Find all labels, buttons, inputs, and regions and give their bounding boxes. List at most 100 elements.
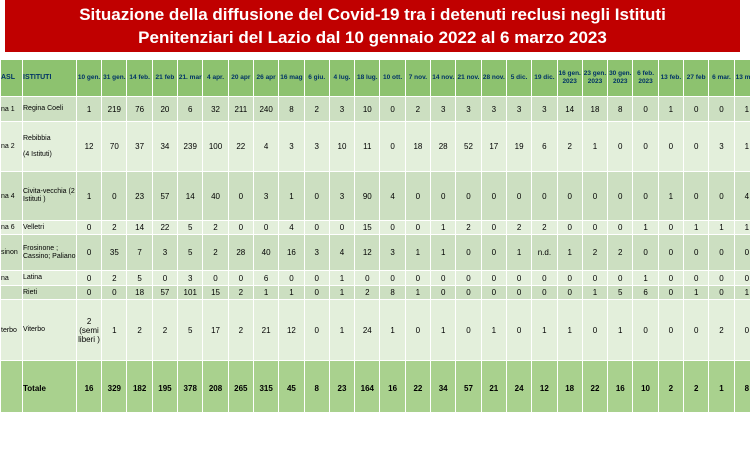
- total-value: 182: [126, 360, 153, 412]
- title-line-2: Penitenziari del Lazio dal 10 gennaio 20…: [138, 28, 607, 47]
- header-date: 6 giu.: [303, 59, 330, 97]
- cell-value: 23: [126, 171, 153, 221]
- cell-value: 0: [657, 285, 685, 300]
- header-date: 5 dic.: [505, 59, 533, 97]
- cell-value: 1: [733, 285, 750, 300]
- cell-value: 0: [657, 121, 685, 172]
- cell-value: 0: [733, 234, 750, 271]
- table-row: na 4 Civita-vecchia (2 Istituti ) 1 0 23 57 14…: [0, 171, 750, 221]
- cell-value: 0: [404, 299, 432, 361]
- cell-value: 1: [278, 171, 305, 221]
- header-date: 4 lug.: [328, 59, 356, 97]
- header-date: 27 feb: [683, 59, 710, 97]
- cell-value: 3: [505, 96, 533, 122]
- cell-value: 12: [278, 299, 305, 361]
- cell-value: 4: [328, 234, 356, 271]
- cell-value: 22: [227, 121, 254, 172]
- cell-value: 14: [126, 220, 153, 235]
- cell-value: 2: [227, 299, 254, 361]
- header-date: 26 apr: [252, 59, 280, 97]
- total-value: 16: [75, 360, 103, 412]
- cell-value: 0: [379, 121, 406, 172]
- cell-value: 1: [657, 171, 685, 221]
- cell-value: 5: [177, 234, 204, 271]
- cell-value: 18: [581, 96, 609, 122]
- total-value: 45: [278, 360, 305, 412]
- cell-value: 0: [455, 234, 482, 271]
- cell-value: 0: [708, 171, 735, 221]
- cell-value: 0: [303, 171, 330, 221]
- cell-value: 0: [303, 270, 330, 286]
- header-date: 18 lug.: [354, 59, 381, 97]
- cell-value: 3: [455, 96, 482, 122]
- cell-value: 6: [177, 96, 204, 122]
- cell-value: 10: [354, 96, 381, 122]
- cell-value: 6: [632, 285, 659, 300]
- cell-value: 2: [708, 299, 735, 361]
- cell-value: 2: [126, 299, 153, 361]
- cell-value: 0: [531, 270, 558, 286]
- cell-value: 40: [202, 171, 229, 221]
- cell-value: 10: [328, 121, 356, 172]
- header-date: 14 feb.: [126, 59, 153, 97]
- cell-value: 3: [252, 171, 280, 221]
- header-date: 6 mar.: [708, 59, 735, 97]
- cell-value: 0: [683, 96, 710, 122]
- cell-value: 12: [354, 234, 381, 271]
- cell-value: 0: [683, 121, 710, 172]
- cell-value: 3: [708, 121, 735, 172]
- cell-value: 1: [733, 220, 750, 235]
- cell-value: 1: [430, 299, 457, 361]
- cell-value: 0: [303, 299, 330, 361]
- cell-asl: na 6: [0, 220, 23, 235]
- cell-value: 1: [556, 234, 583, 271]
- cell-value: 2: [101, 270, 128, 286]
- cell-value: 0: [252, 220, 280, 235]
- cell-value: 37: [126, 121, 153, 172]
- cell-value: 0: [556, 285, 583, 300]
- header-date: 6 feb. 2023: [632, 59, 659, 97]
- header-date: 31 gen.: [101, 59, 128, 97]
- cell-value: 1: [556, 299, 583, 361]
- cell-value: 2: [303, 96, 330, 122]
- cell-value: 1: [531, 299, 558, 361]
- cell-value: 0: [556, 220, 583, 235]
- cell-value: 0: [733, 299, 750, 361]
- cell-value: 1: [683, 285, 710, 300]
- cell-value: 101: [177, 285, 204, 300]
- cell-value: 0: [657, 299, 685, 361]
- cell-value: 0: [151, 270, 179, 286]
- cell-value: 3: [328, 171, 356, 221]
- cell-value: 11: [354, 121, 381, 172]
- total-value: 57: [455, 360, 482, 412]
- cell-value: 15: [202, 285, 229, 300]
- cell-value: 3: [303, 234, 330, 271]
- cell-value: 57: [151, 285, 179, 300]
- total-value: 16: [379, 360, 406, 412]
- cell-value: 1: [480, 299, 507, 361]
- cell-value: 70: [101, 121, 128, 172]
- cell-value: 4: [733, 171, 750, 221]
- cell-value: 6: [531, 121, 558, 172]
- cell-value: 0: [455, 270, 482, 286]
- cell-value: 0: [303, 220, 330, 235]
- cell-asl: [0, 360, 23, 412]
- cell-value: 239: [177, 121, 204, 172]
- cell-value: 15: [354, 220, 381, 235]
- cell-value: 0: [505, 299, 533, 361]
- cell-value: 0: [227, 270, 254, 286]
- cell-value: 0: [581, 299, 609, 361]
- cell-value: 0: [505, 270, 533, 286]
- cell-value: 0: [505, 285, 533, 300]
- cell-value: 0: [404, 220, 432, 235]
- total-label: Totale: [22, 360, 77, 412]
- cell-value: 3: [278, 121, 305, 172]
- cell-value: 1: [708, 220, 735, 235]
- cell-value: 2: [354, 285, 381, 300]
- cell-value: 0: [404, 270, 432, 286]
- total-value: 265: [227, 360, 254, 412]
- cell-value: 1: [733, 96, 750, 122]
- cell-value: 0: [657, 220, 685, 235]
- cell-asl: na: [0, 270, 23, 286]
- cell-value: 0: [101, 285, 128, 300]
